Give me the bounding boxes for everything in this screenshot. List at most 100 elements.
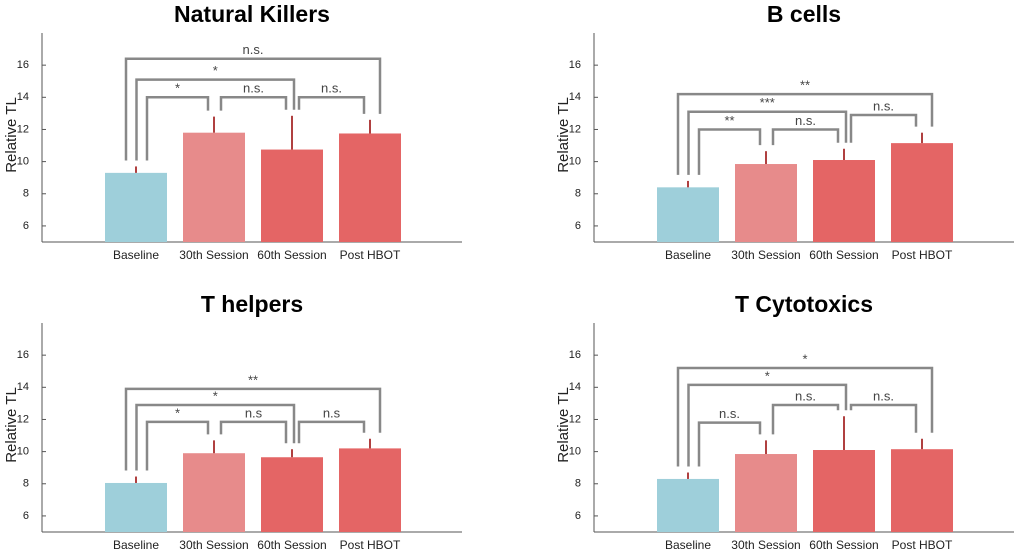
bar [657,187,719,242]
y-tick-label: 10 [569,446,581,458]
bar [735,454,797,532]
significance-bracket [135,78,296,161]
x-tick-label: 30th Session [179,538,248,552]
bar [261,457,323,532]
y-tick-label: 16 [569,349,581,361]
y-tick-label: 6 [23,510,29,522]
y-axis-label: Relative TL [3,97,20,173]
y-tick-label: 8 [23,188,29,200]
chart-title: Natural Killers [174,1,330,27]
x-tick-label: Baseline [665,538,711,552]
y-tick-label: 10 [17,156,29,168]
x-tick-label: Baseline [665,248,711,262]
bar [657,478,719,532]
y-tick-label: 14 [17,381,29,393]
x-tick-label: 30th Session [731,538,800,552]
x-tick-label: Post HBOT [892,248,953,262]
y-tick-label: 10 [569,156,581,168]
panel: Natural Killers Relative TL 6 8 10 12 14 16 Base… [3,1,462,262]
significance-label: * [175,81,180,96]
significance-bracket [135,403,296,471]
y-tick-label: 8 [575,188,581,200]
y-axis-label: Relative TL [555,387,572,463]
significance-label: n.s [245,405,263,420]
y-tick-label: 12 [17,123,29,135]
x-tick-label: Post HBOT [892,538,953,552]
significance-label: ** [248,372,258,387]
y-tick-label: 14 [569,91,581,103]
significance-label: n.s. [795,388,816,403]
bar [813,160,875,242]
significance-bracket [676,92,934,175]
significance-bracket [297,96,366,114]
significance-bracket [219,96,288,111]
y-tick-label: 8 [575,478,581,490]
x-tick-label: 30th Session [731,248,800,262]
y-axis-label: Relative TL [555,97,572,173]
bar [813,450,875,532]
bar [339,448,401,532]
x-tick-label: 60th Session [257,248,326,262]
significance-bracket [687,383,848,467]
bar [183,453,245,532]
significance-label: n.s. [873,388,894,403]
chart-title: B cells [767,1,841,27]
significance-label: *** [760,95,775,110]
x-tick-label: Baseline [113,248,159,262]
y-tick-label: 12 [569,413,581,425]
bar [105,482,167,532]
significance-label: n.s [323,405,341,420]
significance-bracket [771,128,840,146]
bar [183,132,245,242]
significance-label: n.s. [873,98,894,113]
x-tick-label: Baseline [113,538,159,552]
bar [735,164,797,242]
y-axis-label: Relative TL [3,387,20,463]
y-tick-label: 10 [17,446,29,458]
significance-bracket [219,420,288,444]
significance-bracket [676,366,934,467]
x-tick-label: 60th Session [809,248,878,262]
panel: T helpers Relative TL 6 8 10 12 14 16 Baseline 30… [3,291,462,552]
panel: T Cytotoxics Relative TL 6 8 10 12 14 16 Baselin… [555,291,1014,552]
significance-bracket [145,420,210,471]
bar [891,143,953,242]
significance-label: n.s. [795,113,816,128]
x-tick-label: Post HBOT [340,538,401,552]
y-tick-label: 8 [23,478,29,490]
significance-label: * [213,388,218,403]
significance-bracket [849,403,918,433]
y-tick-label: 16 [17,59,29,71]
x-tick-label: 60th Session [257,538,326,552]
bar [339,133,401,242]
chart-title: T helpers [201,291,303,317]
y-tick-label: 6 [575,510,581,522]
bar [891,449,953,532]
y-tick-label: 16 [17,349,29,361]
y-tick-label: 14 [17,91,29,103]
significance-bracket [849,113,918,143]
significance-label: ** [800,78,810,93]
significance-label: ** [724,113,734,128]
y-tick-label: 12 [17,413,29,425]
significance-label: * [765,368,770,383]
significance-bracket [145,96,210,161]
significance-bracket [687,110,848,175]
significance-label: n.s. [243,81,264,96]
panel: B cells Relative TL 6 8 10 12 14 16 Baseline 30th… [555,1,1014,262]
significance-label: n.s. [321,81,342,96]
significance-label: n.s. [243,42,264,57]
x-tick-label: 60th Session [809,538,878,552]
y-tick-label: 16 [569,59,581,71]
chart-title: T Cytotoxics [735,291,873,317]
significance-label: * [802,351,807,366]
significance-bracket [697,421,762,467]
significance-bracket [297,420,366,444]
significance-bracket [124,387,382,471]
y-tick-label: 12 [569,123,581,135]
x-tick-label: 30th Session [179,248,248,262]
x-tick-label: Post HBOT [340,248,401,262]
y-tick-label: 14 [569,381,581,393]
y-tick-label: 6 [575,220,581,232]
